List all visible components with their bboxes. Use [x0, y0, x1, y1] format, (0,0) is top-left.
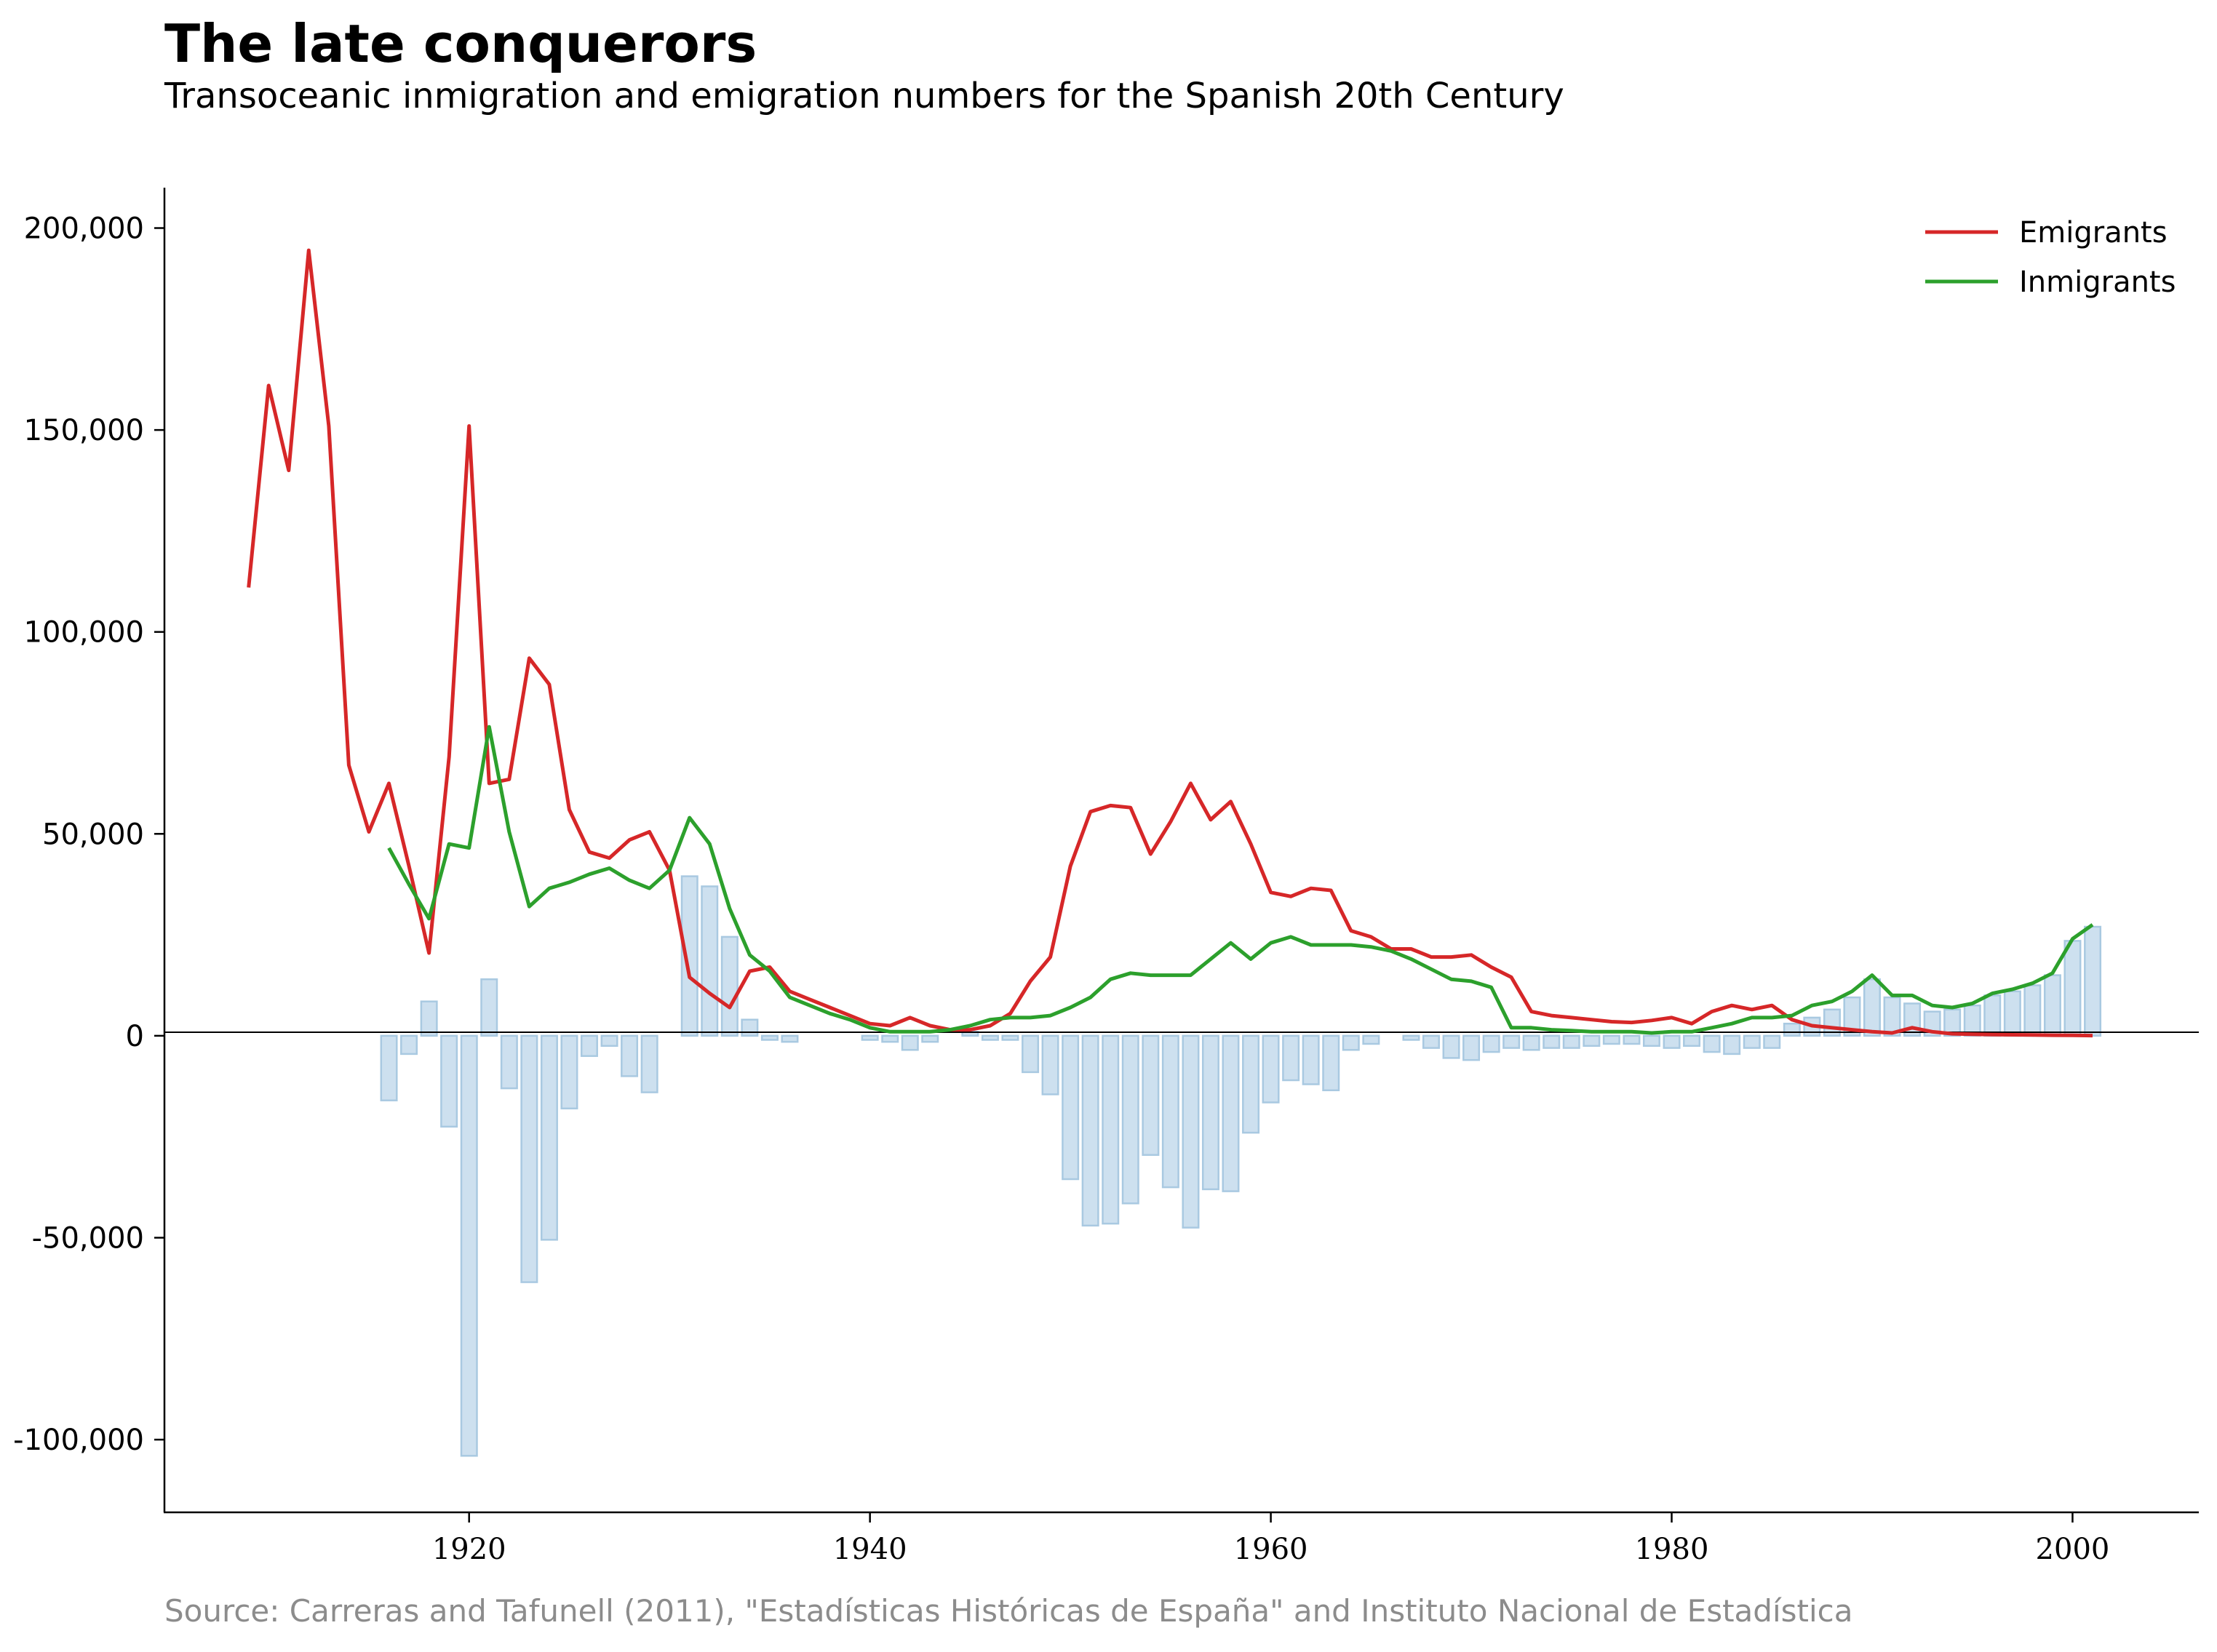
balance-bar-1943	[921, 1034, 939, 1043]
balance-bar-1983	[1723, 1034, 1741, 1056]
y-tick-label: -50,000	[32, 1221, 144, 1255]
balance-bar-1985	[1763, 1034, 1781, 1049]
balance-bar-1965	[1362, 1034, 1380, 1045]
legend: Emigrants Inmigrants	[1925, 216, 2176, 299]
legend-label-inmigrants: Inmigrants	[2019, 266, 2176, 299]
x-tick-label: 1940	[833, 1533, 907, 1566]
balance-bar-1963	[1322, 1034, 1340, 1092]
y-axis-ticks: -100,000 -50,000 0 50,000 100,000 150,000 200,…	[13, 212, 164, 1457]
balance-bar-1968	[1422, 1034, 1440, 1049]
balance-bar-1946	[981, 1034, 999, 1041]
balance-bar-1995	[1963, 1004, 1981, 1037]
balance-bar-1922	[500, 1034, 518, 1090]
balance-bar-1935	[760, 1034, 779, 1041]
balance-bar-1923	[520, 1034, 538, 1283]
y-tick-label: 150,000	[24, 414, 144, 447]
balance-bar-1990	[1863, 978, 1881, 1037]
balance-bar-1960	[1262, 1034, 1280, 1104]
balance-bar-1962	[1302, 1034, 1320, 1085]
balance-bar-1934	[741, 1018, 759, 1037]
balance-bar-1927	[600, 1034, 618, 1048]
balance-bar-1925	[560, 1034, 578, 1110]
balance-bar-1971	[1482, 1034, 1500, 1053]
balance-bar-1933	[720, 935, 739, 1037]
balance-bar-1972	[1502, 1034, 1521, 1049]
balance-bar-1953	[1121, 1034, 1139, 1205]
balance-bar-1977	[1602, 1034, 1620, 1045]
balance-bar-1917	[400, 1034, 418, 1056]
balance-bar-1994	[1943, 1008, 1962, 1037]
balance-bar-1950	[1062, 1034, 1080, 1181]
x-axis-ticks: 1920 1940 1960 1980 2000	[432, 1512, 2110, 1566]
balance-bar-1929	[640, 1034, 658, 1093]
balance-bar-1973	[1522, 1034, 1540, 1051]
x-tick-label: 1960	[1234, 1533, 1308, 1566]
y-tick-label: 50,000	[42, 818, 144, 851]
balance-bar-1964	[1342, 1034, 1360, 1051]
balance-bar-2001	[2084, 925, 2102, 1037]
balance-bar-1920	[460, 1034, 478, 1457]
balance-bar-2000	[2063, 940, 2082, 1037]
chart-title: The late conquerors	[164, 13, 757, 74]
balance-bar-1969	[1442, 1034, 1460, 1059]
balance-bar-1982	[1703, 1034, 1721, 1053]
balance-bar-1979	[1642, 1034, 1660, 1048]
y-tick-label: 200,000	[24, 212, 144, 246]
balance-bar-1941	[881, 1034, 899, 1043]
balance-bar-1947	[1001, 1034, 1019, 1041]
balance-bar-1921	[480, 978, 498, 1037]
balance-bar-1959	[1242, 1034, 1260, 1134]
x-tick-label: 2000	[2036, 1533, 2110, 1566]
balance-bar-1984	[1743, 1034, 1761, 1049]
balance-bar-1986	[1783, 1022, 1801, 1037]
balance-bar-1936	[781, 1034, 799, 1043]
chart-source: Source: Carreras and Tafunell (2011), "E…	[164, 1593, 1853, 1629]
balance-bar-1916	[380, 1034, 398, 1101]
balance-bar-1975	[1562, 1034, 1580, 1049]
balance-bar-1970	[1462, 1034, 1481, 1061]
balance-bar-1942	[901, 1034, 919, 1051]
balance-bar-1948	[1022, 1034, 1040, 1074]
balance-bar-1956	[1182, 1034, 1200, 1229]
balance-bar-1991	[1883, 996, 1901, 1037]
balance-bar-1951	[1081, 1034, 1099, 1227]
balance-bar-1961	[1282, 1034, 1300, 1082]
balance-bar-1997	[2003, 990, 2021, 1037]
legend-label-emigrants: Emigrants	[2019, 216, 2168, 250]
balance-bar-1949	[1041, 1034, 1059, 1096]
balance-bars	[380, 875, 2102, 1457]
balance-bar-1928	[621, 1034, 639, 1077]
x-tick-label: 1920	[432, 1533, 506, 1566]
x-tick-label: 1980	[1635, 1533, 1709, 1566]
balance-bar-1918	[420, 1000, 438, 1037]
balance-bar-1996	[1983, 994, 2002, 1037]
balance-bar-1998	[2023, 984, 2042, 1037]
balance-bar-1952	[1102, 1034, 1120, 1225]
chart-subtitle: Transoceanic inmigration and emigration …	[164, 76, 1564, 116]
balance-bar-1980	[1663, 1034, 1681, 1049]
balance-bar-1978	[1623, 1034, 1641, 1045]
balance-bar-1955	[1161, 1034, 1179, 1189]
balance-bar-1958	[1222, 1034, 1240, 1192]
series-line-emigrants	[247, 248, 2093, 1038]
balance-bar-1931	[680, 875, 698, 1037]
balance-bar-1954	[1142, 1034, 1160, 1156]
balance-bar-1940	[861, 1034, 879, 1041]
balance-bar-1926	[580, 1034, 598, 1057]
y-tick-label: 0	[126, 1020, 144, 1053]
balance-bar-1976	[1583, 1034, 1601, 1048]
balance-bar-1957	[1201, 1034, 1219, 1191]
balance-bar-1981	[1683, 1034, 1701, 1048]
balance-bar-1999	[2043, 974, 2061, 1037]
balance-bar-1924	[540, 1034, 558, 1241]
balance-bar-1989	[1843, 996, 1861, 1037]
y-tick-label: -100,000	[13, 1424, 144, 1457]
y-tick-label: 100,000	[24, 616, 144, 650]
balance-bar-1974	[1543, 1034, 1561, 1049]
balance-bar-1919	[440, 1034, 458, 1128]
balance-bar-1967	[1402, 1034, 1420, 1041]
series-line-inmigrants	[387, 725, 2094, 1035]
balance-bar-1932	[701, 885, 719, 1037]
